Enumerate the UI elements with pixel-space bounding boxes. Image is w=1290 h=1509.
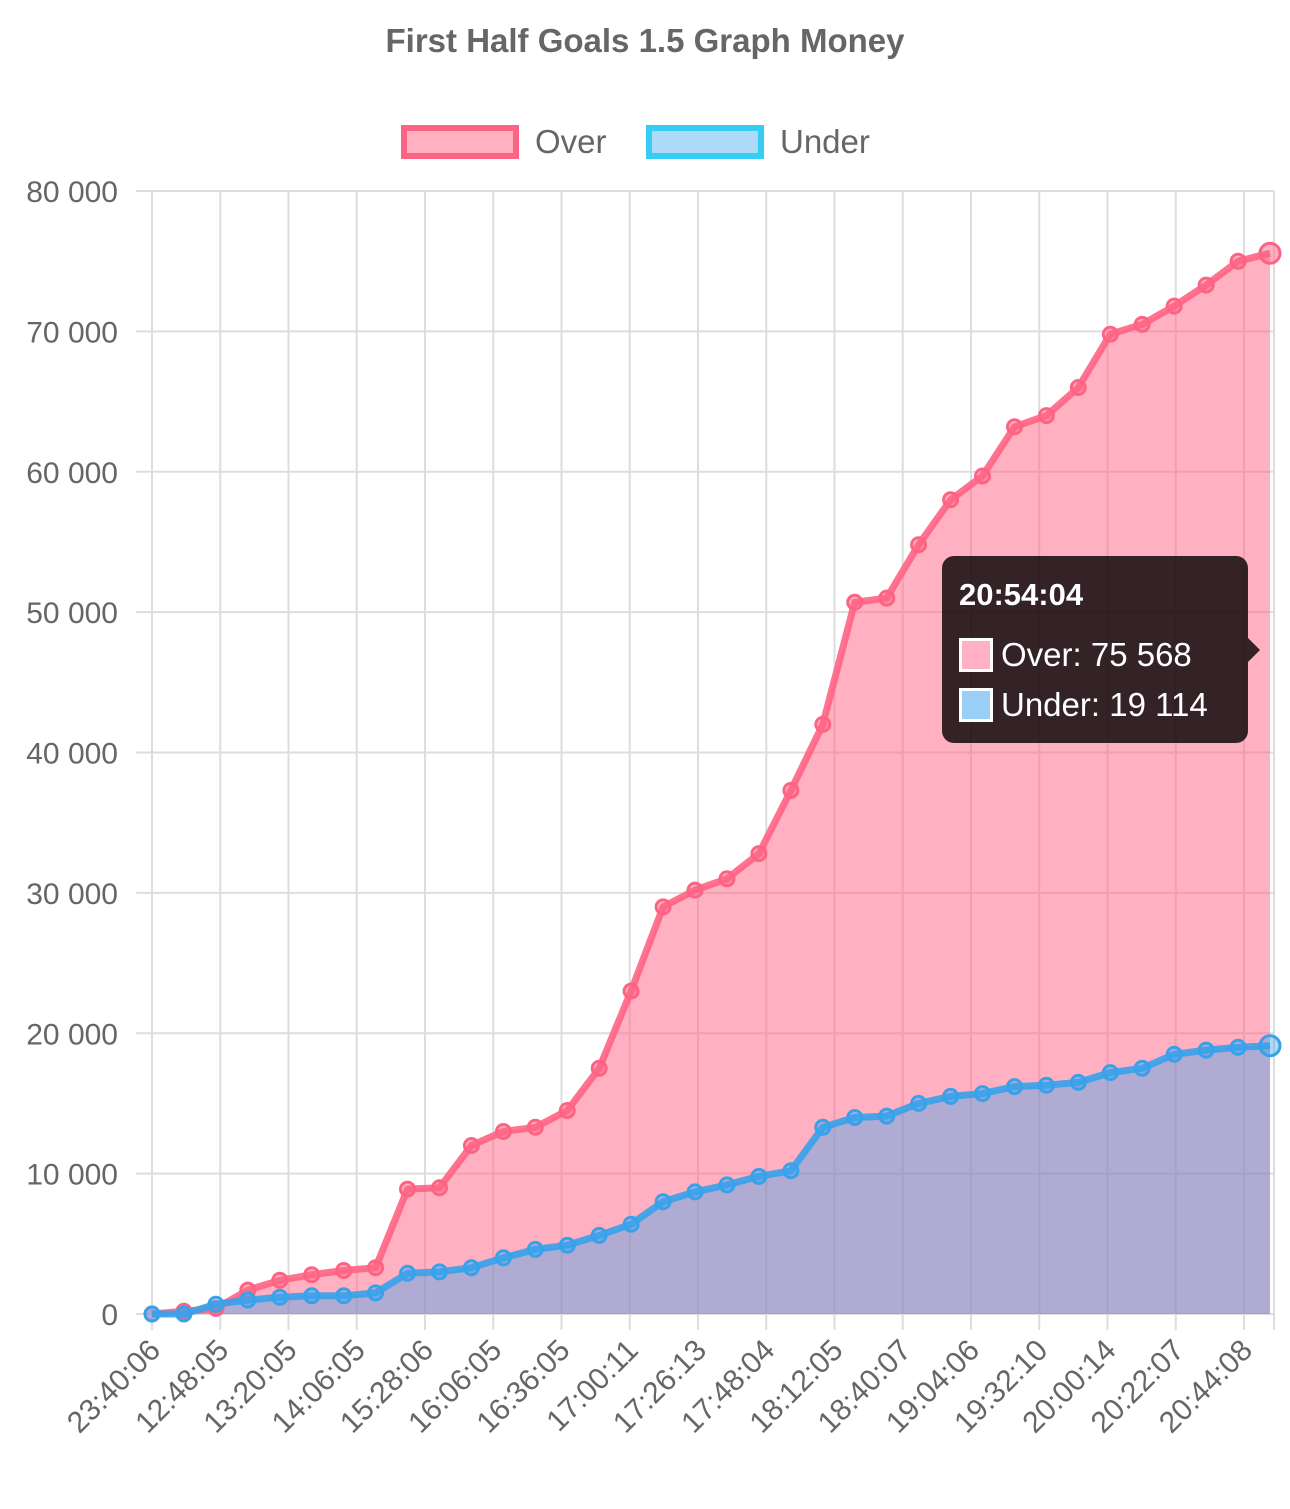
point-under bbox=[782, 1162, 800, 1180]
y-tick-label: 40 000 bbox=[26, 738, 118, 771]
point-under bbox=[1197, 1041, 1215, 1059]
area-under bbox=[152, 1045, 1270, 1314]
point-under bbox=[494, 1249, 512, 1267]
point-under bbox=[335, 1287, 353, 1305]
point-over bbox=[271, 1271, 289, 1289]
point-under bbox=[1165, 1045, 1183, 1063]
point-under bbox=[1258, 1034, 1282, 1058]
point-over bbox=[494, 1123, 512, 1140]
point-over bbox=[782, 781, 800, 799]
point-over bbox=[1165, 297, 1183, 315]
tooltip-swatch-over bbox=[959, 638, 993, 672]
point-under bbox=[910, 1094, 928, 1112]
point-over bbox=[1069, 379, 1087, 396]
point-over bbox=[431, 1179, 448, 1197]
point-over bbox=[1037, 407, 1055, 425]
legend-swatch-under bbox=[646, 125, 764, 159]
point-under bbox=[271, 1288, 289, 1306]
point-under bbox=[239, 1291, 257, 1309]
point-under bbox=[686, 1183, 704, 1201]
tooltip-under-value: Under: 19 114 bbox=[1001, 686, 1208, 723]
point-under bbox=[590, 1226, 608, 1244]
point-over bbox=[1258, 241, 1282, 265]
point-under bbox=[431, 1263, 448, 1281]
y-tick-label: 50 000 bbox=[26, 597, 118, 630]
point-over bbox=[590, 1059, 608, 1077]
point-under bbox=[558, 1236, 576, 1254]
point-under bbox=[303, 1287, 321, 1305]
point-over bbox=[974, 467, 991, 485]
tooltip-title: 20:54:04 bbox=[959, 577, 1084, 612]
point-under bbox=[878, 1107, 896, 1125]
y-tick-label: 80 000 bbox=[26, 176, 118, 209]
point-over bbox=[1197, 276, 1215, 294]
point-under bbox=[526, 1240, 544, 1258]
point-over bbox=[526, 1118, 544, 1136]
point-over bbox=[1101, 325, 1119, 343]
point-under bbox=[143, 1305, 161, 1323]
y-tick-label: 10 000 bbox=[26, 1159, 118, 1192]
point-under bbox=[622, 1215, 640, 1233]
point-over bbox=[367, 1259, 385, 1277]
point-under bbox=[1037, 1076, 1055, 1094]
point-under bbox=[654, 1193, 672, 1211]
tooltip-row-under: Under: 19 114 bbox=[959, 686, 1208, 724]
point-over bbox=[846, 593, 864, 611]
point-over bbox=[718, 870, 736, 888]
point-under bbox=[846, 1109, 864, 1126]
point-under bbox=[1229, 1038, 1247, 1056]
point-over bbox=[399, 1180, 416, 1198]
y-tick-label: 20 000 bbox=[26, 1018, 118, 1051]
point-under bbox=[399, 1264, 416, 1282]
point-under bbox=[942, 1087, 960, 1105]
tooltip-caret bbox=[1248, 638, 1260, 662]
point-under bbox=[207, 1295, 225, 1313]
tooltip-over-value: Over: 75 568 bbox=[1001, 636, 1192, 673]
point-under bbox=[750, 1167, 768, 1185]
point-over bbox=[686, 881, 704, 899]
point-over bbox=[558, 1102, 576, 1119]
point-under bbox=[1101, 1064, 1119, 1082]
point-over bbox=[878, 589, 896, 607]
area-over bbox=[152, 253, 1270, 1315]
point-over bbox=[1006, 418, 1023, 436]
y-tick-label: 60 000 bbox=[26, 457, 118, 490]
legend-item-over[interactable]: Over bbox=[401, 120, 607, 164]
point-over bbox=[1133, 315, 1151, 333]
legend-label-under: Under bbox=[780, 123, 870, 160]
tooltip-row-over: Over: 75 568 bbox=[959, 636, 1192, 674]
legend-item-under[interactable]: Under bbox=[646, 120, 870, 164]
y-tick-label: 30 000 bbox=[26, 878, 118, 911]
point-under bbox=[814, 1118, 832, 1136]
point-under bbox=[1069, 1073, 1087, 1091]
legend-label-over: Over bbox=[535, 123, 607, 160]
point-over bbox=[814, 715, 832, 733]
point-under bbox=[974, 1085, 991, 1103]
point-over bbox=[910, 536, 928, 554]
point-over bbox=[750, 845, 768, 863]
point-under bbox=[367, 1284, 385, 1302]
point-over bbox=[462, 1137, 480, 1154]
point-over bbox=[942, 491, 960, 509]
point-over bbox=[654, 898, 672, 916]
point-over bbox=[622, 982, 640, 1000]
point-under bbox=[175, 1305, 193, 1323]
point-over bbox=[1229, 252, 1247, 270]
tooltip: 20:54:04 Over: 75 568 Under: 19 114 bbox=[942, 556, 1248, 743]
point-under bbox=[1006, 1078, 1023, 1096]
y-tick-label: 0 bbox=[101, 1299, 118, 1332]
chart-title: First Half Goals 1.5 Graph Money bbox=[385, 22, 905, 59]
point-over bbox=[303, 1266, 321, 1284]
point-under bbox=[462, 1259, 480, 1277]
point-under bbox=[718, 1176, 736, 1194]
legend-swatch-over bbox=[401, 125, 519, 159]
y-tick-label: 70 000 bbox=[26, 316, 118, 349]
point-over bbox=[335, 1262, 353, 1279]
tooltip-swatch-under bbox=[959, 688, 993, 722]
point-under bbox=[1133, 1059, 1151, 1077]
